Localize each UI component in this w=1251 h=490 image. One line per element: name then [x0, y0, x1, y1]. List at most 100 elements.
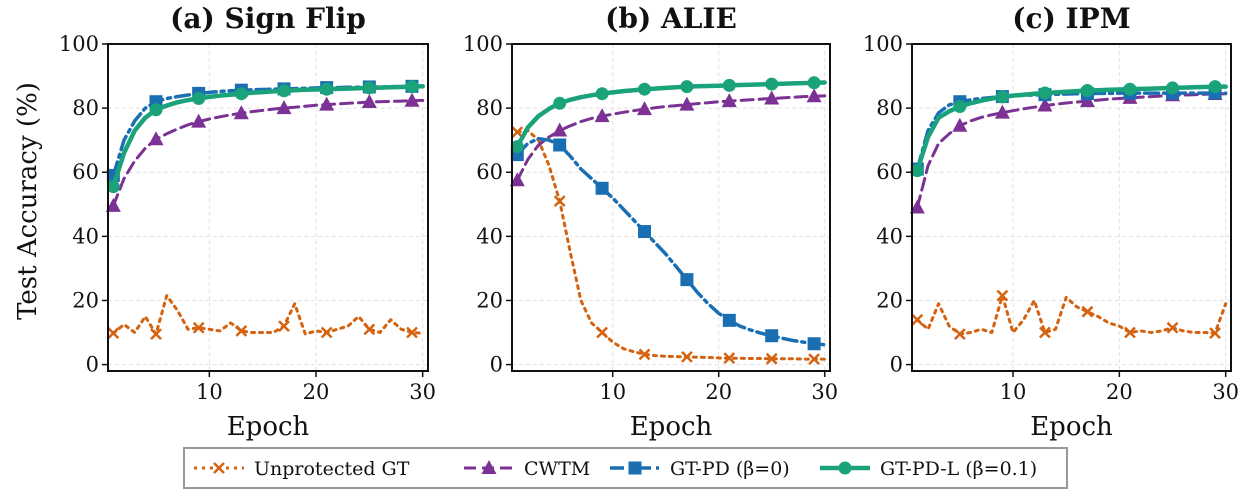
data-point: [595, 87, 609, 101]
series-4: [510, 76, 827, 154]
data-point: [405, 80, 419, 94]
plot-frame: [511, 43, 831, 372]
data-point: [148, 131, 164, 146]
series-line: [515, 129, 827, 361]
data-point: [1124, 326, 1136, 339]
data-point: [994, 104, 1010, 119]
data-point: [552, 122, 568, 137]
y-tick-label: 100: [863, 32, 903, 56]
data-point: [638, 82, 651, 96]
data-point: [361, 94, 377, 109]
data-point: [722, 313, 736, 327]
data-point: [911, 313, 924, 326]
data-point: [679, 96, 695, 111]
data-point: [764, 90, 780, 105]
data-point: [107, 327, 120, 340]
data-point: [1038, 86, 1052, 100]
x-axis-label: Epoch: [1030, 412, 1113, 442]
data-point: [191, 113, 207, 128]
data-point: [278, 320, 290, 333]
series-4: [106, 80, 425, 194]
x-tick-label: 20: [705, 380, 732, 404]
data-point: [149, 103, 163, 117]
y-tick-label: 20: [72, 288, 99, 312]
y-tick-label: 60: [72, 160, 99, 184]
y-tick-label: 60: [876, 160, 903, 184]
x-tick-label: 10: [599, 380, 626, 404]
data-point: [909, 199, 925, 214]
data-point: [234, 87, 248, 101]
data-point: [637, 101, 652, 116]
data-point: [233, 105, 249, 120]
chart-title: (a) Sign Flip: [170, 2, 366, 35]
data-point: [765, 329, 779, 343]
data-point: [1208, 80, 1222, 94]
legend-label: GT-PD (β=0): [670, 458, 790, 480]
data-point: [1037, 97, 1053, 112]
series-1: [911, 289, 1228, 341]
legend-label: Unprotected GT: [254, 458, 410, 480]
series-4: [910, 80, 1228, 178]
data-point: [806, 88, 822, 103]
y-tick-label: 0: [490, 353, 503, 377]
y-tick-label: 0: [890, 353, 903, 377]
data-point: [681, 351, 693, 363]
y-tick-label: 80: [476, 96, 503, 120]
legend-items: Unprotected GT CWTM GT-PD (β=0) GT-PD-L (β=…: [194, 458, 1037, 480]
data-point: [235, 325, 248, 337]
legend-swatch-marker: [628, 461, 642, 475]
series-line: [111, 294, 425, 336]
data-point: [553, 96, 567, 110]
data-point: [276, 100, 292, 115]
y-tick-label: 80: [876, 96, 903, 120]
data-point: [1166, 321, 1179, 334]
data-point: [996, 289, 1009, 302]
data-point: [150, 328, 162, 341]
x-tick-label: 20: [1106, 380, 1133, 404]
data-point: [320, 326, 333, 339]
y-tick-label: 100: [463, 32, 503, 56]
data-point: [320, 82, 334, 96]
data-point: [807, 337, 821, 351]
data-point: [995, 90, 1009, 104]
y-tick-label: 40: [476, 224, 503, 248]
series-3: [106, 79, 425, 182]
data-point: [553, 195, 566, 207]
series-line: [515, 136, 827, 347]
legend-label: CWTM: [524, 458, 590, 480]
chart-title: (b) ALIE: [605, 2, 737, 35]
x-tick-label: 10: [196, 380, 223, 404]
legend-swatch-marker: [213, 462, 225, 474]
data-point: [363, 323, 376, 336]
data-point: [1209, 327, 1221, 340]
data-point: [722, 78, 736, 92]
legend: Unprotected GT CWTM GT-PD (β=0) GT-PD-L (β=…: [183, 447, 1068, 489]
chart-panel-3: 0 20 40 60 80 100 10 20 30 (c) IPM Epoch: [863, 2, 1239, 442]
data-point: [807, 76, 821, 90]
series-2: [105, 92, 425, 212]
data-point: [952, 117, 968, 132]
series-2: [509, 88, 827, 187]
data-point: [1166, 81, 1180, 95]
legend-item-4: GT-PD-L (β=0.1): [820, 458, 1037, 480]
data-point: [765, 77, 779, 91]
data-point: [953, 328, 966, 341]
y-tick-label: 100: [59, 32, 99, 56]
plot-frame: [911, 43, 1232, 372]
legend-item-3: GT-PD (β=0): [610, 458, 790, 480]
data-point: [596, 326, 608, 339]
data-point: [680, 273, 694, 287]
y-tick-label: 40: [876, 224, 903, 248]
data-point: [638, 348, 651, 361]
legend-swatch-marker: [838, 461, 852, 475]
series-1: [107, 294, 425, 341]
chart-panel-1: 0 20 40 60 80 100 10 20 30 (a) Sign Flip Epoch: [59, 2, 436, 442]
y-tick-label: 60: [476, 160, 503, 184]
legend-box: [183, 447, 1068, 489]
data-point: [362, 81, 376, 95]
x-axis-label: Epoch: [630, 412, 713, 442]
data-point: [1081, 305, 1094, 318]
